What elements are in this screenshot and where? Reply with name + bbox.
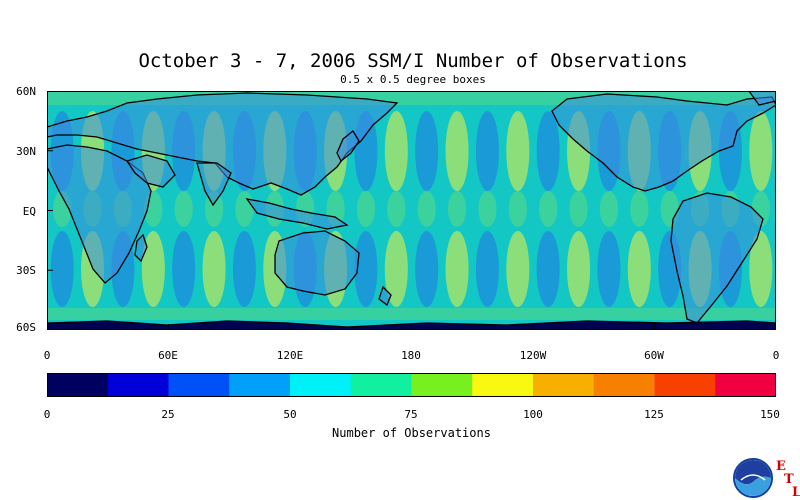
- high-coverage-swath: [141, 231, 165, 307]
- equatorial-swath: [599, 191, 619, 227]
- equatorial-swath: [569, 191, 588, 227]
- arabian-peninsula-outline: [125, 154, 176, 188]
- lat-label-60n: 60N: [16, 85, 36, 98]
- colorbar-tick-0: 0: [43, 408, 51, 421]
- map-title: October 3 - 7, 2006 SSM/I Number of Obse…: [138, 50, 688, 72]
- observation-map: [47, 91, 776, 330]
- map-subtitle: 0.5 x 0.5 degree boxes: [340, 73, 486, 86]
- polar-coverage-strip: [47, 308, 776, 320]
- lon-label-0-east: 0: [772, 349, 780, 362]
- low-coverage-swath: [475, 231, 499, 307]
- indonesia-outline: [245, 198, 349, 230]
- colorbar-cell: [411, 373, 473, 397]
- low-coverage-swath: [536, 111, 560, 191]
- low-coverage-swath: [232, 231, 256, 307]
- colorbar-title: Number of Observations: [332, 426, 491, 440]
- low-coverage-swath: [415, 231, 439, 307]
- lon-label-60w: 60W: [644, 349, 664, 362]
- noaa-logo: [733, 458, 773, 498]
- colorbar-tick-125: 125: [644, 408, 664, 421]
- etl-letter-e: E: [776, 459, 786, 474]
- high-coverage-swath: [384, 231, 408, 307]
- etl-letter-t: T: [784, 472, 794, 487]
- low-coverage-swath: [415, 111, 439, 191]
- colorbar-tick-25: 25: [161, 408, 175, 421]
- colorbar-tick-150: 150: [760, 408, 780, 421]
- equatorial-swath: [417, 191, 436, 227]
- low-coverage-swath: [475, 111, 499, 191]
- colorbar-cell: [654, 373, 716, 397]
- low-coverage-swath: [597, 231, 621, 307]
- colorbar-cells: [47, 373, 776, 397]
- low-coverage-swath: [354, 231, 378, 307]
- lat-label-30n: 30N: [16, 145, 36, 158]
- high-coverage-swath: [202, 231, 226, 307]
- new-zealand-outline: [378, 285, 392, 307]
- lon-label-0-west: 0: [43, 349, 51, 362]
- colorbar-tick-75: 75: [404, 408, 418, 421]
- low-coverage-swath: [536, 231, 560, 307]
- africa-outline: [47, 144, 152, 284]
- colorbar-cell: [107, 373, 169, 397]
- high-coverage-swath: [506, 231, 530, 307]
- south-america-outline: [670, 192, 764, 324]
- colorbar-cell: [47, 373, 109, 397]
- madagascar-outline: [134, 233, 148, 263]
- japan-outline: [336, 130, 360, 163]
- high-coverage-swath: [749, 111, 773, 191]
- high-coverage-swath: [384, 111, 408, 191]
- low-coverage-swath: [50, 231, 74, 307]
- colorbar-cell: [715, 373, 776, 397]
- lon-label-120w: 120W: [519, 349, 547, 362]
- colorbar-cell: [472, 373, 534, 397]
- north-america-outline: [551, 93, 776, 192]
- equatorial-swath: [539, 191, 558, 227]
- colorbar-cell: [229, 373, 291, 397]
- high-coverage-swath: [445, 231, 469, 307]
- equatorial-swath: [630, 191, 649, 227]
- lat-label-30s: 30S: [16, 264, 36, 277]
- equatorial-swath: [174, 191, 193, 227]
- colorbar-cell: [290, 373, 352, 397]
- colorbar: [47, 373, 776, 397]
- high-coverage-swath: [567, 231, 591, 307]
- equatorial-swath: [235, 191, 254, 227]
- lon-label-120e: 120E: [276, 349, 304, 362]
- colorbar-tick-50: 50: [283, 408, 297, 421]
- colorbar-cell: [168, 373, 230, 397]
- colorbar-cell: [593, 373, 655, 397]
- high-coverage-swath: [445, 111, 469, 191]
- equatorial-swath: [387, 191, 406, 227]
- equatorial-swath: [478, 191, 497, 227]
- colorbar-cell: [350, 373, 412, 397]
- colorbar-frame: [47, 373, 776, 397]
- high-coverage-swath: [749, 231, 773, 307]
- high-coverage-swath: [627, 231, 651, 307]
- colorbar-tick-100: 100: [523, 408, 543, 421]
- low-coverage-swath: [172, 231, 196, 307]
- equatorial-swath: [447, 191, 467, 227]
- high-coverage-swath: [506, 111, 530, 191]
- continents: [47, 91, 776, 330]
- etl-letter-l: L: [792, 485, 800, 500]
- lat-label-eq: EQ: [22, 205, 36, 218]
- equatorial-swath: [356, 191, 376, 227]
- india-outline: [196, 162, 232, 207]
- colorbar-cell: [533, 373, 595, 397]
- lon-label-60e: 60E: [158, 349, 178, 362]
- map-ticks: [47, 91, 776, 330]
- lon-label-180: 180: [401, 349, 421, 362]
- greenland-outline: [748, 91, 776, 106]
- eurasia-outline: [47, 92, 399, 196]
- lat-label-60s: 60S: [16, 321, 36, 334]
- equatorial-swath: [508, 191, 527, 227]
- australia-outline: [274, 230, 360, 296]
